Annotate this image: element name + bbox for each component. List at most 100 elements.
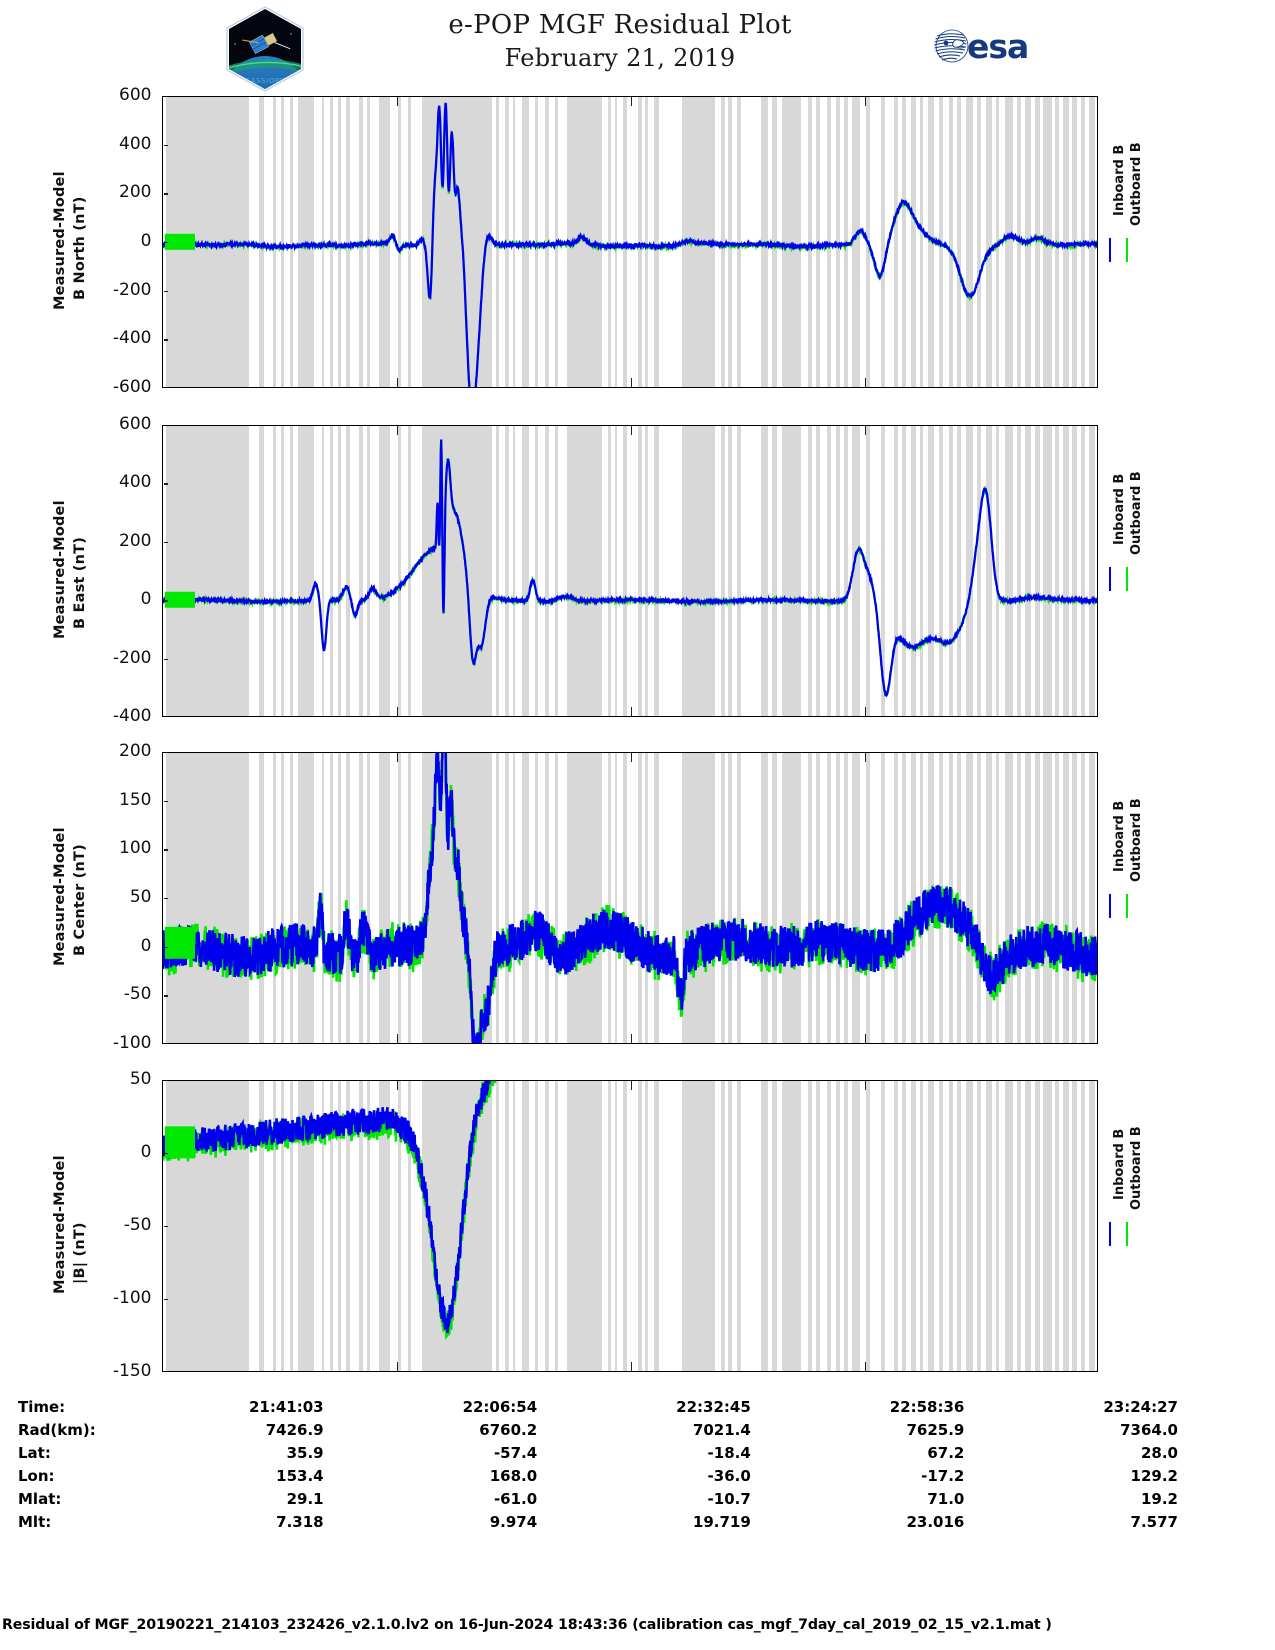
data-gap-shading bbox=[258, 426, 264, 716]
data-gap-shading bbox=[976, 1081, 981, 1371]
data-gap-shading bbox=[939, 97, 944, 387]
data-gap-shading bbox=[1080, 1081, 1086, 1371]
y-axis-tick-mark bbox=[163, 339, 168, 341]
data-gap-shading bbox=[338, 97, 342, 387]
data-gap-shading bbox=[965, 753, 974, 1043]
data-gap-shading bbox=[338, 1081, 342, 1371]
data-gap-shading bbox=[901, 753, 906, 1043]
legend-panel2: Inboard B Outboard B bbox=[0, 0, 1275, 591]
data-gap-shading bbox=[866, 1081, 871, 1371]
y-axis-tick-mark bbox=[163, 290, 168, 293]
data-gap-shading bbox=[398, 1081, 402, 1371]
y-axis-tick-label: 200 bbox=[119, 530, 152, 551]
data-gap-shading bbox=[367, 1081, 371, 1371]
data-gap-shading bbox=[1055, 753, 1060, 1043]
data-gap-shading bbox=[359, 1081, 363, 1371]
legend-swatch-outboard bbox=[1125, 237, 1128, 262]
data-gap-shading bbox=[957, 753, 961, 1043]
mission-logo-caption: CASSIOPE bbox=[245, 77, 285, 85]
y-axis-label-line1-panel4: Measured-Model bbox=[52, 1155, 68, 1294]
data-gap-shading bbox=[957, 97, 961, 387]
data-gap-shading bbox=[893, 426, 899, 716]
esa-wordmark: esa bbox=[967, 27, 1028, 66]
data-gap-shading bbox=[1062, 97, 1069, 387]
x-axis-tick-bottom bbox=[630, 378, 632, 387]
table-cell: 168.0 bbox=[489, 1467, 538, 1485]
y-axis-tick-mark bbox=[163, 144, 168, 147]
data-gap-shading bbox=[881, 1081, 886, 1371]
data-gap-shading bbox=[623, 426, 627, 716]
y-axis-tick-label: -400 bbox=[112, 706, 152, 726]
outboard-b-start-segment bbox=[164, 591, 195, 608]
table-cell: 7.318 bbox=[276, 1513, 324, 1531]
data-gap-shading bbox=[771, 1081, 777, 1371]
data-gap-shading bbox=[535, 426, 538, 716]
legend-label-outboard: Outboard B bbox=[1128, 1125, 1144, 1210]
data-gap-shading bbox=[737, 426, 741, 716]
data-gap-shading bbox=[272, 1081, 276, 1371]
data-gap-shading bbox=[407, 1081, 411, 1371]
data-gap-shading bbox=[965, 426, 974, 716]
x-axis-tick-bottom bbox=[864, 1362, 866, 1371]
y-axis-tick-label: 50 bbox=[129, 887, 152, 907]
footnote-text: Residual of MGF_20190221_214103_232426_v… bbox=[2, 1617, 1052, 1633]
data-gap-shading bbox=[505, 1081, 509, 1371]
legend-label-inboard: Inboard B bbox=[1111, 1128, 1127, 1200]
x-axis-tick-bottom bbox=[630, 707, 632, 716]
data-gap-shading bbox=[289, 753, 293, 1043]
data-gap-shading bbox=[976, 97, 981, 387]
y-axis-tick-label: 400 bbox=[119, 133, 152, 154]
data-gap-shading bbox=[423, 1081, 491, 1371]
data-gap-shading bbox=[957, 1081, 961, 1371]
data-gap-shading bbox=[423, 426, 491, 716]
data-gap-shading bbox=[727, 1081, 732, 1371]
data-gap-shading bbox=[623, 753, 627, 1043]
table-row-label: Lat: bbox=[18, 1444, 51, 1462]
data-gap-shading bbox=[1025, 1081, 1032, 1371]
data-gap-shading bbox=[653, 97, 659, 387]
data-gap-shading bbox=[535, 1081, 538, 1371]
table-cell: 7426.9 bbox=[265, 1421, 324, 1439]
data-gap-shading bbox=[911, 753, 916, 1043]
data-gap-shading bbox=[727, 753, 732, 1043]
data-gap-shading bbox=[645, 426, 649, 716]
data-gap-shading bbox=[808, 426, 813, 716]
y-axis-tick-mark bbox=[163, 193, 168, 195]
data-gap-shading bbox=[808, 97, 813, 387]
data-gap-shading bbox=[398, 753, 402, 1043]
data-gap-shading bbox=[512, 753, 516, 1043]
table-cell: 23.016 bbox=[906, 1513, 965, 1531]
ephemeris-table-grid: Time: 21:41:03 22:06:54 22:32:45 22:58:36 23:… bbox=[18, 1396, 1178, 1534]
data-gap-shading bbox=[407, 97, 411, 387]
data-gap-shading bbox=[965, 1081, 974, 1371]
data-gap-shading bbox=[345, 97, 350, 387]
y-axis-tick-mark bbox=[163, 541, 168, 544]
data-gap-shading bbox=[637, 1081, 642, 1371]
data-gap-shading bbox=[919, 426, 924, 716]
table-cell: 7.577 bbox=[1130, 1513, 1178, 1531]
data-gap-shading bbox=[815, 426, 820, 716]
table-row: Time: 21:41:03 22:06:54 22:32:45 22:58:36 23:… bbox=[18, 1396, 1178, 1419]
data-gap-shading bbox=[901, 97, 906, 387]
table-cell: 153.4 bbox=[276, 1467, 324, 1485]
ephemeris-table: Time: 21:41:03 22:06:54 22:32:45 22:58:36 23:… bbox=[0, 1396, 1275, 1534]
data-gap-shading bbox=[345, 753, 350, 1043]
data-gap-shading bbox=[808, 1081, 813, 1371]
data-gap-shading bbox=[330, 97, 333, 387]
data-gap-shading bbox=[893, 1081, 899, 1371]
data-gap-shading bbox=[321, 753, 325, 1043]
residual-traces-2 bbox=[162, 439, 1097, 698]
data-gap-shading bbox=[1080, 753, 1086, 1043]
data-gap-shading bbox=[554, 753, 559, 1043]
x-axis-tick-top bbox=[864, 753, 866, 762]
x-axis-tick-bottom bbox=[630, 1034, 632, 1043]
data-gap-shading bbox=[995, 1081, 1000, 1371]
data-gap-shading bbox=[911, 97, 916, 387]
data-gap-shading bbox=[521, 753, 530, 1043]
table-row: Mlt: 7.318 9.974 19.719 23.016 7.577 bbox=[18, 1511, 1178, 1534]
y-axis-tick-mark bbox=[163, 898, 168, 900]
legend-panel3: Inboard B Outboard B bbox=[0, 0, 1275, 918]
residual-traces-4 bbox=[162, 1081, 496, 1341]
